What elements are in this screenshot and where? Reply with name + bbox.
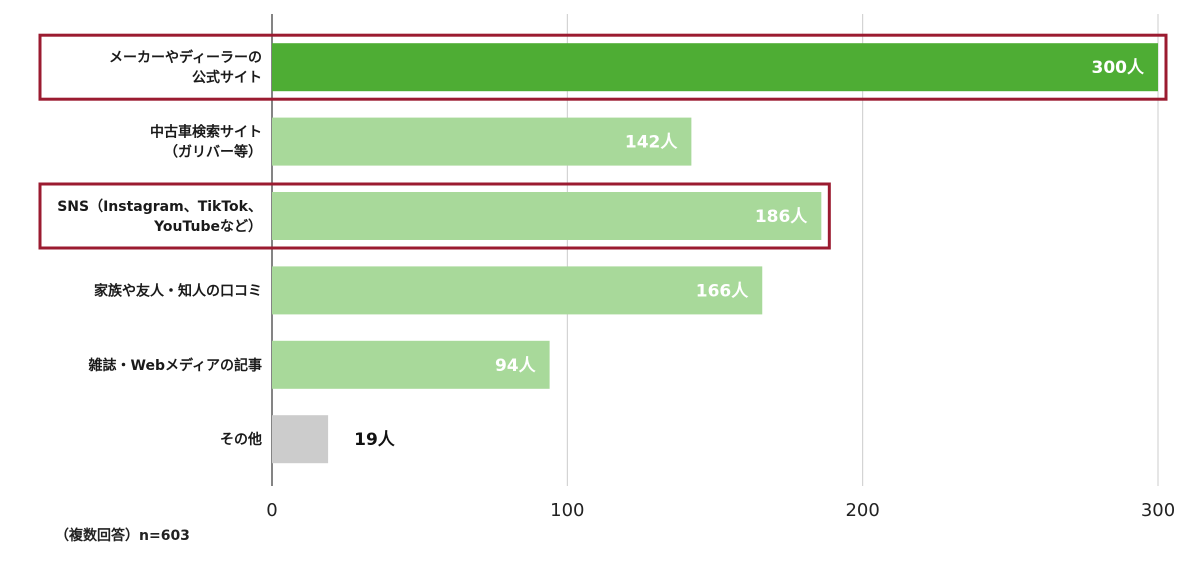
value-label: 186人	[755, 207, 808, 227]
value-label: 142人	[625, 133, 678, 153]
grid-lines	[271, 14, 1159, 486]
category-label: その他	[220, 431, 262, 448]
category-label: 中古車検索サイト	[150, 124, 262, 141]
x-axis-ticks: 0 100 200 300	[266, 500, 1175, 521]
value-label: 19人	[354, 430, 396, 450]
category-label: SNS（Instagram、TikTok、	[57, 199, 262, 215]
value-label: 166人	[696, 281, 749, 301]
category-label: YouTubeなど）	[153, 219, 262, 235]
x-tick-label: 200	[845, 500, 879, 521]
bar	[272, 43, 1158, 92]
bar	[272, 266, 763, 315]
bar	[272, 117, 692, 166]
value-label: 300人	[1092, 58, 1145, 78]
category-label: 雑誌・Webメディアの記事	[88, 357, 262, 374]
category-label: 家族や友人・知人の口コミ	[94, 282, 262, 299]
bar	[272, 340, 550, 389]
value-labels: 300人 142人 186人 166人 94人 19人	[354, 58, 1145, 450]
x-tick-label: 0	[266, 500, 277, 521]
sample-note: （複数回答）n=603	[55, 527, 190, 544]
bar	[272, 192, 822, 240]
highlight-box	[38, 182, 831, 250]
bar	[272, 415, 329, 464]
x-tick-label: 300	[1141, 500, 1175, 521]
value-label: 94人	[495, 356, 537, 376]
category-label: （ガリバー等）	[164, 144, 262, 161]
x-tick-label: 100	[550, 500, 584, 521]
bars	[272, 43, 1158, 464]
category-label: 公式サイト	[192, 69, 262, 86]
category-label: メーカーやディーラーの	[109, 49, 262, 66]
highlight-box	[38, 33, 1168, 101]
highlight-boxes	[38, 33, 1168, 250]
